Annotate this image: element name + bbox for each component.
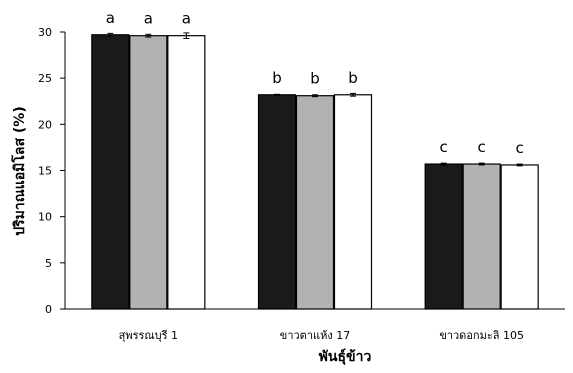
significance-letter: a xyxy=(182,10,191,28)
y-axis-title: ปริมาณแอมิโลส (%) xyxy=(10,106,28,236)
bar xyxy=(500,164,539,310)
bar xyxy=(424,163,463,310)
significance-letter: c xyxy=(478,138,486,156)
bar xyxy=(167,35,206,310)
bar xyxy=(295,95,335,310)
x-category-label: ขาวดอกมะลิ 105 xyxy=(439,329,524,342)
bar xyxy=(91,34,130,310)
y-tick-label: 15 xyxy=(38,165,52,178)
significance-letter: a xyxy=(106,9,115,27)
significance-letter: b xyxy=(348,69,358,87)
y-tick-label: 10 xyxy=(38,211,52,224)
significance-letter: b xyxy=(310,70,320,88)
significance-labels: a a a b b b c c c xyxy=(106,9,524,157)
y-tick-label: 0 xyxy=(45,303,52,316)
bar xyxy=(462,163,501,310)
y-tick-label: 25 xyxy=(38,72,52,85)
y-tick-label: 5 xyxy=(45,257,52,270)
bar xyxy=(257,94,297,310)
y-tick-label: 20 xyxy=(38,118,52,131)
bars-group xyxy=(91,34,539,310)
significance-letter: c xyxy=(516,139,524,157)
x-axis-category-labels: สุพรรณบุรี 1 ขาวตาแห้ง 17 ขาวดอกมะลิ 105 xyxy=(119,329,524,342)
bar xyxy=(333,94,373,310)
error-bars-group xyxy=(107,32,523,167)
y-axis-ticks: 0 5 10 15 20 25 30 xyxy=(38,26,65,316)
significance-letter: b xyxy=(272,69,282,87)
y-tick-label: 30 xyxy=(38,26,52,39)
significance-letter: c xyxy=(440,138,448,156)
x-category-label: ขาวตาแห้ง 17 xyxy=(280,329,350,342)
x-axis-title: พันธุ์ข้าว xyxy=(319,348,372,365)
x-category-label: สุพรรณบุรี 1 xyxy=(119,329,178,342)
bar xyxy=(129,35,168,310)
significance-letter: a xyxy=(144,10,153,28)
